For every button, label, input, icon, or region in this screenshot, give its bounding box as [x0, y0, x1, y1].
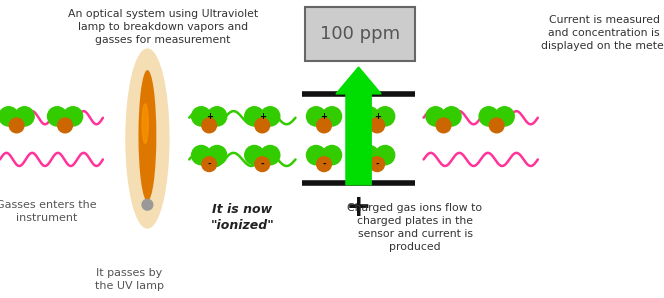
Text: -: -	[375, 160, 379, 169]
Text: -: -	[322, 160, 326, 169]
Ellipse shape	[202, 157, 216, 172]
Ellipse shape	[58, 118, 72, 133]
Ellipse shape	[322, 145, 341, 165]
Ellipse shape	[142, 104, 148, 143]
Text: An optical system using Ultraviolet
lamp to breakdown vapors and
gasses for meas: An optical system using Ultraviolet lamp…	[68, 9, 258, 45]
Text: It is now
"ionized": It is now "ionized"	[210, 203, 274, 232]
Text: +: +	[206, 112, 212, 121]
Text: +: +	[374, 112, 380, 121]
Ellipse shape	[202, 118, 216, 133]
Ellipse shape	[0, 107, 19, 126]
Text: -: -	[207, 160, 211, 169]
Ellipse shape	[370, 118, 384, 133]
Ellipse shape	[126, 49, 169, 228]
FancyArrow shape	[336, 67, 381, 185]
Ellipse shape	[15, 107, 34, 126]
Ellipse shape	[360, 145, 379, 165]
Ellipse shape	[375, 145, 394, 165]
Ellipse shape	[255, 157, 270, 172]
Ellipse shape	[260, 145, 280, 165]
Ellipse shape	[307, 107, 326, 126]
Ellipse shape	[495, 107, 514, 126]
Text: Gasses enters the
instrument: Gasses enters the instrument	[0, 200, 97, 223]
Ellipse shape	[192, 145, 211, 165]
Ellipse shape	[360, 107, 379, 126]
Ellipse shape	[307, 145, 326, 165]
Text: Current is measured
and concentration is
displayed on the meter: Current is measured and concentration is…	[540, 15, 664, 51]
Ellipse shape	[245, 107, 264, 126]
Ellipse shape	[255, 118, 270, 133]
Ellipse shape	[317, 157, 331, 172]
Text: Charged gas ions flow to
charged plates in the
sensor and current is
produced: Charged gas ions flow to charged plates …	[347, 203, 483, 252]
Ellipse shape	[370, 157, 384, 172]
Ellipse shape	[317, 118, 331, 133]
Text: –: –	[354, 72, 363, 91]
Ellipse shape	[442, 107, 461, 126]
Ellipse shape	[260, 107, 280, 126]
Text: +: +	[321, 112, 327, 121]
Ellipse shape	[479, 107, 499, 126]
Text: It passes by
the UV lamp: It passes by the UV lamp	[95, 268, 164, 291]
Ellipse shape	[426, 107, 446, 126]
Text: 100 ppm: 100 ppm	[320, 25, 400, 43]
Text: +: +	[346, 193, 371, 222]
Ellipse shape	[436, 118, 451, 133]
FancyBboxPatch shape	[305, 7, 415, 61]
Ellipse shape	[245, 145, 264, 165]
Ellipse shape	[9, 118, 24, 133]
Ellipse shape	[375, 107, 394, 126]
Ellipse shape	[63, 107, 82, 126]
Text: +: +	[259, 112, 266, 121]
Ellipse shape	[207, 145, 226, 165]
Ellipse shape	[489, 118, 504, 133]
Ellipse shape	[139, 70, 156, 201]
Ellipse shape	[207, 107, 226, 126]
Ellipse shape	[192, 107, 211, 126]
Ellipse shape	[48, 107, 67, 126]
Ellipse shape	[142, 199, 153, 210]
Text: -: -	[260, 160, 264, 169]
Ellipse shape	[322, 107, 341, 126]
